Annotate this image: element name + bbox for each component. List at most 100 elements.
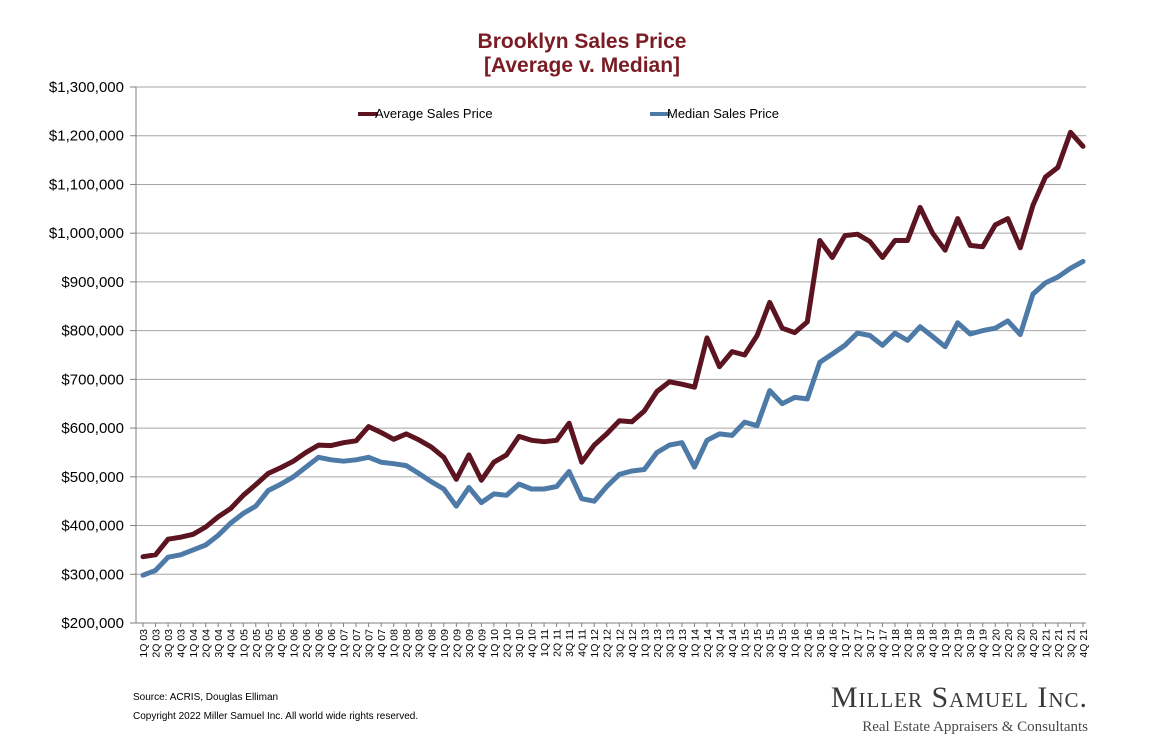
y-tick-label: $1,000,000 [49, 225, 124, 242]
data-point [1007, 218, 1009, 220]
x-tick-label: 1Q 09 [439, 629, 451, 658]
data-point [142, 574, 144, 576]
data-point [1057, 276, 1059, 278]
legend-label-median: Median Sales Price [667, 106, 779, 121]
data-point [468, 454, 470, 456]
data-point [531, 439, 532, 441]
data-point [430, 481, 432, 483]
data-point [606, 486, 608, 488]
data-point [656, 391, 658, 392]
data-point [581, 498, 583, 500]
y-tick-label: $500,000 [61, 469, 124, 486]
data-point [643, 410, 645, 412]
data-point [443, 488, 445, 490]
x-tick-label: 1Q 05 [238, 629, 250, 658]
data-point [719, 433, 720, 435]
chart-title-line-2: [Average v. Median] [484, 54, 680, 77]
data-point [794, 332, 796, 334]
data-point [806, 398, 808, 400]
data-point [330, 459, 332, 461]
x-tick-label: 4Q 11 [577, 629, 589, 657]
x-tick-label: 3Q 10 [514, 629, 526, 658]
data-point [982, 246, 984, 248]
data-point [907, 339, 908, 341]
data-point [267, 490, 269, 491]
x-tick-label: 4Q 17 [877, 629, 889, 658]
data-point [1007, 320, 1009, 322]
data-point [844, 344, 846, 346]
y-tick-label: $200,000 [61, 615, 124, 632]
x-tick-label: 3Q 16 [815, 629, 827, 658]
x-tick-label: 3Q 03 [163, 629, 175, 658]
x-tick-label: 3Q 06 [313, 629, 325, 658]
data-point [355, 440, 357, 442]
data-point [969, 333, 971, 335]
data-point [932, 232, 934, 234]
data-point [518, 435, 520, 437]
data-point [255, 484, 257, 486]
data-point [493, 461, 495, 463]
data-point [1044, 282, 1046, 284]
average-sales-price-line [140, 129, 1086, 560]
data-point [318, 456, 319, 458]
data-point [831, 353, 833, 355]
data-point [267, 472, 269, 474]
data-point [1082, 260, 1084, 262]
data-point [882, 344, 883, 346]
x-tick-label: 1Q 04 [188, 629, 200, 658]
x-tick-label: 1Q 21 [1040, 629, 1052, 658]
data-point [368, 426, 370, 428]
x-tick-label: 4Q 16 [827, 629, 839, 658]
x-tick-label: 2Q 15 [752, 629, 764, 658]
data-point [819, 361, 821, 363]
x-tick-label: 4Q 18 [928, 629, 940, 658]
data-point [957, 218, 959, 220]
data-point [894, 332, 896, 334]
x-tick-label: 4Q 03 [176, 629, 188, 658]
data-point [568, 422, 570, 424]
data-point [731, 434, 733, 436]
data-point [518, 483, 520, 485]
y-tick-label: $700,000 [61, 371, 124, 388]
data-point [681, 383, 683, 385]
x-tick-label: 3Q 05 [263, 629, 275, 658]
data-point [480, 479, 482, 481]
data-point [205, 526, 207, 528]
data-point [192, 549, 194, 551]
source-note: Source: ACRIS, Douglas Elliman [133, 692, 279, 703]
x-tick-label: 4Q 06 [326, 629, 338, 658]
data-point [1070, 267, 1071, 269]
y-tick-label: $300,000 [61, 566, 124, 583]
x-tick-label: 4Q 21 [1078, 629, 1090, 658]
x-tick-label: 3Q 08 [414, 629, 426, 658]
data-point [167, 538, 169, 540]
data-point [506, 494, 507, 496]
data-point [1082, 145, 1084, 147]
data-point [405, 465, 407, 467]
data-point [355, 459, 357, 461]
data-point [643, 469, 645, 470]
x-tick-label: 3Q 07 [364, 629, 376, 658]
x-tick-label: 1Q 13 [639, 629, 651, 658]
x-tick-label: 3Q 14 [715, 629, 727, 658]
x-tick-label: 3Q 19 [965, 629, 977, 658]
data-point [568, 471, 570, 472]
data-point [593, 500, 595, 502]
y-tick-label: $1,300,000 [49, 79, 124, 96]
data-point [180, 554, 182, 556]
data-point [155, 569, 156, 571]
x-tick-label: 3Q 20 [1015, 629, 1027, 658]
chart-title: Brooklyn Sales Price [Average v. Median] [478, 30, 687, 77]
data-point [556, 486, 558, 488]
data-point [480, 502, 482, 504]
brand-name: Miller Samuel Inc. [830, 681, 1088, 714]
data-point [656, 452, 658, 453]
data-point [155, 554, 156, 556]
data-point [217, 516, 219, 518]
data-point [631, 421, 633, 423]
x-tick-label: 2Q 12 [602, 629, 614, 658]
x-tick-label: 3Q 11 [564, 629, 576, 657]
data-point [280, 467, 282, 469]
data-point [192, 533, 194, 535]
y-axis-tick-labels: $200,000 $300,000 $400,000 $500,000 $600,000… [49, 79, 124, 632]
